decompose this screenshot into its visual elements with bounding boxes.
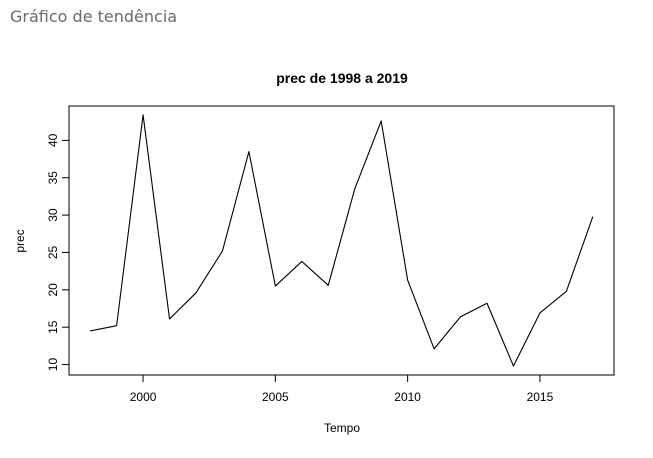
y-tick-label: 25	[46, 245, 60, 259]
y-tick-label: 40	[46, 133, 60, 147]
y-tick-label: 30	[46, 208, 60, 222]
x-tick-label: 2015	[527, 390, 554, 404]
y-tick-label: 10	[46, 358, 60, 372]
x-axis: 2000 2005 2010 2015	[130, 374, 554, 404]
chart-title: prec de 1998 a 2019	[276, 70, 408, 86]
x-axis-label: Tempo	[324, 421, 360, 435]
y-tick-label: 15	[46, 320, 60, 334]
page-heading: Gráfico de tendência	[10, 7, 178, 26]
plot-frame	[68, 105, 615, 376]
x-tick-label: 2005	[262, 390, 289, 404]
y-axis-label: prec	[13, 229, 27, 252]
y-tick-label: 35	[46, 171, 60, 185]
series-layer	[90, 114, 594, 367]
x-tick-label: 2010	[394, 390, 421, 404]
y-axis: 10 15 20 25 30 35 40	[46, 133, 70, 372]
x-tick-label: 2000	[130, 390, 157, 404]
series-line	[90, 114, 594, 367]
y-tick-label: 20	[46, 283, 60, 297]
